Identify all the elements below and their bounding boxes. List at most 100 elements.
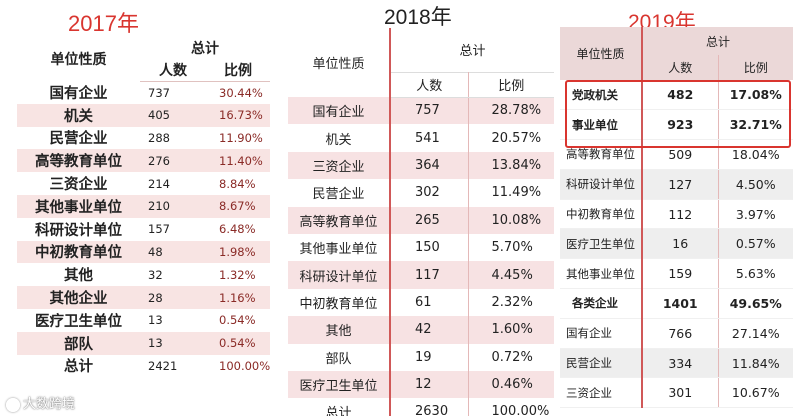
table-row: 国有企业 766 27.14% xyxy=(560,318,793,349)
table-row: 其他 42 1.60% xyxy=(288,316,555,344)
count-cell: 42 xyxy=(390,316,469,344)
name-cell: 科研设计单位 xyxy=(35,222,122,239)
ratio-cell: 1.60% xyxy=(468,316,555,344)
ratio-cell: 1.98% xyxy=(206,240,270,264)
count-cell: 214 xyxy=(148,176,170,191)
table-2017: 单位性质 总计 人数 比例 国有企业 737 30.44% 机关 405 16.73% 民营… xyxy=(17,37,270,377)
col-total-header: 总计 xyxy=(140,37,270,59)
count-cell: 405 xyxy=(140,103,206,127)
ratio-cell: 16.73% xyxy=(206,103,270,127)
ratio-cell: 10.08% xyxy=(468,206,555,234)
table-2019: 单位性质 总计 人数 比例 党政机关 482 17.08% 事业单位 923 32.71%… xyxy=(560,27,793,409)
count-cell: 541 xyxy=(390,124,469,152)
table-row: 事业单位 923 32.71% xyxy=(560,109,793,141)
ratio-cell: 4.45% xyxy=(468,261,555,289)
table-row: 国有企业 757 28.78% xyxy=(288,97,555,125)
name-cell: 三资企业 xyxy=(560,377,643,409)
table-row: 科研设计单位 127 4.50% xyxy=(560,169,793,200)
count-cell: 923 xyxy=(642,109,719,141)
name-cell: 机关 xyxy=(288,124,391,152)
name-cell: 党政机关 xyxy=(560,80,643,111)
name-cell: 国有企业 xyxy=(560,318,643,349)
ratio-cell: 11.84% xyxy=(718,348,793,379)
name-cell: 医疗卫生单位 xyxy=(35,313,122,330)
name-cell: 机关 xyxy=(17,103,140,127)
col-unit-header: 单位性质 xyxy=(560,27,643,80)
count-cell: 482 xyxy=(642,80,719,111)
ratio-cell: 20.57% xyxy=(491,130,542,146)
table-row: 其他企业 28 1.16% xyxy=(17,286,270,309)
ratio-cell: 8.84% xyxy=(219,176,256,191)
name-cell: 科研设计单位 xyxy=(560,169,643,200)
ratio-cell: 1.32% xyxy=(219,267,256,282)
table-row: 医疗卫生单位 13 0.54% xyxy=(17,309,270,332)
table-row: 总计 2630 100.00% xyxy=(288,398,554,416)
count-cell: 288 xyxy=(148,130,170,145)
watermark: 大数跨境 xyxy=(6,393,75,412)
name-cell: 中初教育单位 xyxy=(17,240,140,264)
count-cell: 334 xyxy=(642,348,719,379)
count-cell: 157 xyxy=(148,222,170,237)
count-cell: 265 xyxy=(390,206,469,234)
table-row: 机关 541 20.57% xyxy=(288,124,554,152)
name-cell: 民营企业 xyxy=(560,348,643,379)
ratio-cell: 4.50% xyxy=(718,169,793,200)
count-cell: 1401 xyxy=(642,288,719,319)
table-row: 中初教育单位 112 3.97% xyxy=(560,199,793,230)
ratio-cell: 100.00% xyxy=(491,404,550,416)
count-cell: 159 xyxy=(642,258,719,290)
ratio-cell: 30.44% xyxy=(219,85,263,100)
count-cell: 2421 xyxy=(148,358,178,373)
table-2018: 单位性质 总计 人数 比例 国有企业 757 28.78% 机关 541 20.57% 三资… xyxy=(288,28,555,416)
ratio-cell: 11.49% xyxy=(491,185,542,201)
ratio-cell: 11.90% xyxy=(219,130,263,145)
count-cell: 61 xyxy=(390,288,469,317)
table-row: 总计 2421 100.00% xyxy=(17,355,270,378)
panel-2018: 2018年 单位性质 总计 人数 比例 国有企业 757 28.78% 机关 541 20… xyxy=(288,0,555,416)
count-cell: 301 xyxy=(642,377,719,409)
name-cell: 国有企业 xyxy=(288,97,391,125)
highlight-box xyxy=(565,80,791,148)
name-cell: 高等教育单位 xyxy=(17,149,140,173)
table-row: 三资企业 364 13.84% xyxy=(288,151,555,180)
table-row: 高等教育单位 265 10.08% xyxy=(288,206,555,234)
table-row: 民营企业 288 11.90% xyxy=(17,127,270,150)
ratio-cell: 17.08% xyxy=(718,80,793,111)
ratio-cell: 10.67% xyxy=(718,377,793,409)
table-row: 其他事业单位 210 8.67% xyxy=(17,194,270,218)
count-cell: 13 xyxy=(148,313,163,328)
name-cell: 三资企业 xyxy=(288,151,391,180)
count-cell: 28 xyxy=(140,286,206,309)
ratio-cell: 49.65% xyxy=(718,288,793,319)
count-cell: 766 xyxy=(642,318,719,349)
count-cell: 276 xyxy=(140,149,206,173)
col-ratio-header: 比例 xyxy=(206,59,270,82)
table-row: 医疗卫生单位 12 0.46% xyxy=(288,370,555,399)
table-row: 各类企业 1401 49.65% xyxy=(560,288,793,319)
col-unit-header: 单位性质 xyxy=(17,37,140,81)
count-cell: 19 xyxy=(390,343,469,371)
table-row: 医疗卫生单位 16 0.57% xyxy=(560,228,793,260)
name-cell: 其他事业单位 xyxy=(288,233,391,262)
col-ratio-header: 比例 xyxy=(468,71,555,98)
name-cell: 医疗卫生单位 xyxy=(288,370,391,399)
count-cell: 2630 xyxy=(390,398,469,416)
count-cell: 150 xyxy=(390,233,469,262)
ratio-cell: 8.67% xyxy=(206,194,270,218)
table-row: 高等教育单位 276 11.40% xyxy=(17,149,270,173)
name-cell: 中初教育单位 xyxy=(560,199,643,230)
table-row: 民营企业 302 11.49% xyxy=(288,179,554,207)
ratio-cell: 0.57% xyxy=(718,228,793,260)
name-cell: 国有企业 xyxy=(49,85,108,102)
watermark-text: 大数跨境 xyxy=(23,397,76,412)
name-cell: 三资企业 xyxy=(49,177,108,194)
ratio-cell: 5.70% xyxy=(491,240,533,256)
name-cell: 部队 xyxy=(17,331,140,355)
table-row: 中初教育单位 61 2.32% xyxy=(288,288,554,317)
count-cell: 13 xyxy=(140,331,206,355)
name-cell: 中初教育单位 xyxy=(288,288,391,317)
ratio-cell: 100.00% xyxy=(219,358,270,373)
table-row: 其他事业单位 150 5.70% xyxy=(288,233,554,262)
name-cell: 民营企业 xyxy=(49,131,108,148)
count-cell: 12 xyxy=(390,370,469,399)
